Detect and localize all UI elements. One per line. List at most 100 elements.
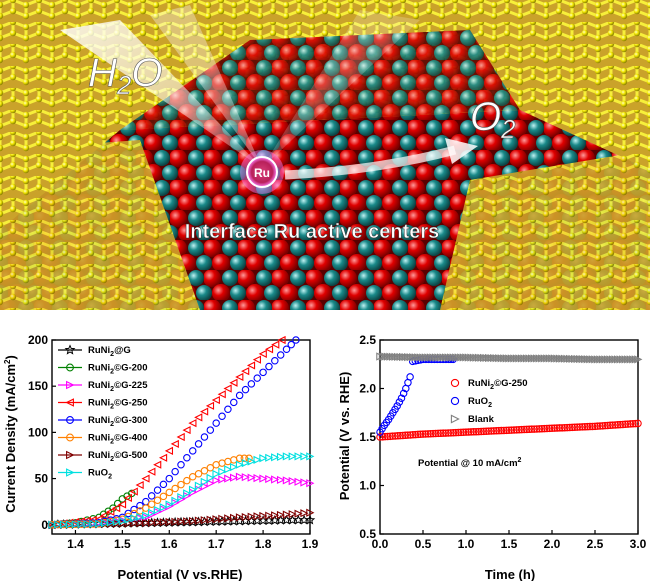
lsv-point: [247, 473, 256, 482]
lsv-point: [259, 511, 268, 521]
stab-point: [393, 352, 403, 361]
stab-point: [591, 355, 600, 364]
lsv-point: [54, 520, 63, 529]
lsv-legend-marker: [64, 344, 76, 355]
lsv-ylabel-main: Current Density (mA/cm: [3, 364, 18, 513]
stab-point: [399, 431, 407, 440]
lsv-point: [241, 473, 250, 482]
lsv-point: [276, 351, 285, 359]
stab-point: [616, 420, 625, 429]
stab-point: [492, 354, 501, 363]
stab-point: [576, 354, 585, 364]
lsv-point: [276, 510, 286, 520]
stab-xtick-label: 3.0: [630, 537, 647, 551]
stab-point: [434, 353, 443, 362]
stab-point: [507, 354, 516, 363]
lsv-point: [200, 407, 209, 416]
stab-point: [528, 425, 536, 433]
lsv-point: [194, 413, 203, 422]
lsv-point: [212, 419, 220, 427]
lsv-point: [95, 519, 104, 528]
lsv-point: [205, 401, 215, 410]
lsv-point: [287, 340, 295, 349]
stability-chart: 0.0 0.5 1.0 1.5 2.0 2.5 3.00.51.01.52.02.5 Tim…: [337, 333, 647, 581]
stab-point: [560, 423, 569, 432]
stab-ytick-label: 1.5: [359, 430, 376, 444]
lsv-series-4: [48, 336, 300, 529]
stab-point: [586, 422, 594, 431]
stab-point: [411, 353, 420, 362]
lsv-point: [130, 514, 139, 523]
lsv-point: [188, 516, 198, 526]
lsv-point: [245, 454, 253, 462]
lsv-xlabel: Potential (V vs.RHE): [118, 567, 243, 581]
stab-point: [396, 352, 405, 362]
lsv-point: [306, 479, 315, 488]
lsv-point: [164, 446, 174, 455]
lsv-point: [147, 467, 156, 476]
stab-point: [447, 353, 456, 362]
lsv-point: [129, 487, 138, 496]
stab-point: [497, 354, 506, 363]
stab-point: [401, 352, 410, 362]
stab-point: [538, 424, 546, 433]
lsv-legend-marker: [66, 380, 75, 390]
stab-point: [409, 431, 417, 439]
stab-point: [578, 355, 587, 364]
lsv-point: [247, 457, 256, 466]
stab-xtick-label: 1.0: [458, 537, 475, 551]
stab-point: [553, 424, 561, 432]
stab-point: [393, 432, 402, 440]
lsv-point: [171, 484, 179, 493]
stab-point: [434, 429, 442, 438]
stab-legend-label-1: RuO2: [468, 396, 492, 409]
stab-point: [533, 354, 542, 363]
stab-point: [397, 394, 406, 402]
stab-point: [442, 353, 451, 362]
lsv-point: [206, 479, 215, 488]
stab-point: [565, 423, 574, 432]
lsv-point: [147, 518, 157, 527]
stab-point: [545, 354, 554, 363]
stab-point: [479, 427, 488, 436]
stab-point: [424, 430, 432, 438]
lsv-point: [135, 480, 144, 490]
stab-point: [619, 420, 627, 429]
lsv-point: [165, 500, 174, 509]
stab-point: [449, 353, 458, 362]
lsv-point: [165, 517, 174, 527]
lsv-point: [241, 367, 250, 376]
lsv-point: [177, 480, 185, 489]
lsv-point: [142, 504, 150, 512]
lsv-legend-marker: [66, 450, 75, 460]
stab-point: [571, 423, 579, 431]
lsv-point: [83, 519, 92, 529]
lsv-point: [259, 474, 268, 483]
lsv-point: [48, 520, 57, 529]
lsv-ytick-label: 50: [35, 472, 49, 486]
stab-point: [588, 422, 597, 431]
lsv-point: [206, 515, 215, 524]
lsv-point: [304, 514, 316, 525]
lsv-ylabel-sup: 2: [3, 359, 12, 364]
stab-point: [479, 353, 489, 362]
lsv-point: [235, 472, 245, 481]
stab-point: [591, 422, 599, 431]
stab-point: [376, 352, 385, 361]
lsv-legend-label-5: RuNi2©G-400: [88, 433, 147, 446]
lsv-point: [241, 459, 250, 468]
lsv-point: [194, 440, 203, 448]
lsv-legend-marker: [66, 363, 74, 372]
lsv-point: [200, 433, 209, 441]
stab-point: [507, 426, 516, 434]
stab-point: [525, 425, 533, 434]
lsv-legend-label-4: RuNi2©G-300: [88, 415, 147, 428]
stab-point: [442, 429, 450, 437]
stab-point: [406, 431, 415, 439]
lsv-legend-label-1: RuNi2©G-200: [88, 363, 147, 376]
stab-point: [447, 429, 455, 437]
stab-point: [543, 424, 551, 433]
stab-point: [601, 355, 610, 364]
stab-point: [505, 354, 514, 363]
lsv-point: [142, 511, 151, 520]
